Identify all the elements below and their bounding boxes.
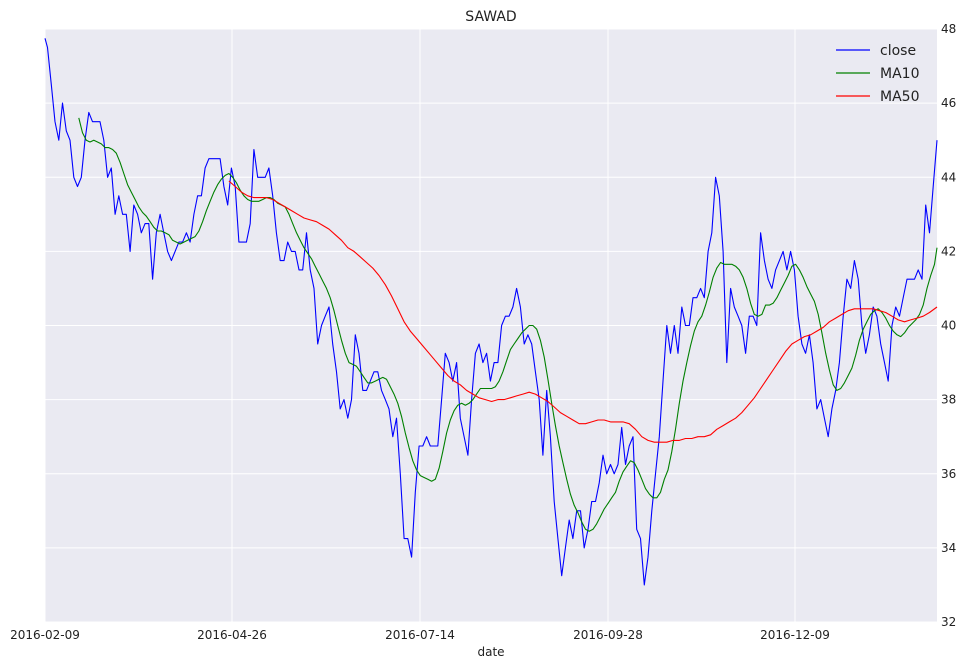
y-tick-label: 48 <box>941 22 956 36</box>
y-tick-label: 40 <box>941 319 956 333</box>
grid <box>44 28 937 623</box>
y-tick-label: 44 <box>941 170 956 184</box>
legend-label-ma50: MA50 <box>880 89 919 105</box>
y-tick-label: 32 <box>941 615 956 629</box>
x-tick-label: 2016-09-28 <box>573 628 643 642</box>
x-tick-label: 2016-02-09 <box>10 628 80 642</box>
legend: close MA10 MA50 <box>836 43 919 105</box>
x-axis-ticks: 2016-02-09 2016-04-26 2016-07-14 2016-09… <box>10 628 830 642</box>
y-tick-label: 34 <box>941 541 956 555</box>
series-line-close <box>44 38 938 586</box>
chart-title: SAWAD <box>465 9 516 25</box>
y-tick-label: 36 <box>941 467 956 481</box>
legend-label-close: close <box>880 43 916 59</box>
y-tick-label: 42 <box>941 244 956 258</box>
y-axis-ticks: 32 34 36 38 40 42 44 46 48 <box>941 22 956 629</box>
y-tick-label: 38 <box>941 393 956 407</box>
x-tick-label: 2016-07-14 <box>385 628 455 642</box>
legend-label-ma10: MA10 <box>880 66 919 82</box>
series-line-ma10 <box>78 117 938 532</box>
x-tick-label: 2016-04-26 <box>197 628 267 642</box>
series-lines <box>44 38 938 586</box>
x-tick-label: 2016-12-09 <box>760 628 830 642</box>
series-line-ma50 <box>228 180 938 443</box>
x-axis-label: date <box>477 645 504 659</box>
y-tick-label: 46 <box>941 96 956 110</box>
